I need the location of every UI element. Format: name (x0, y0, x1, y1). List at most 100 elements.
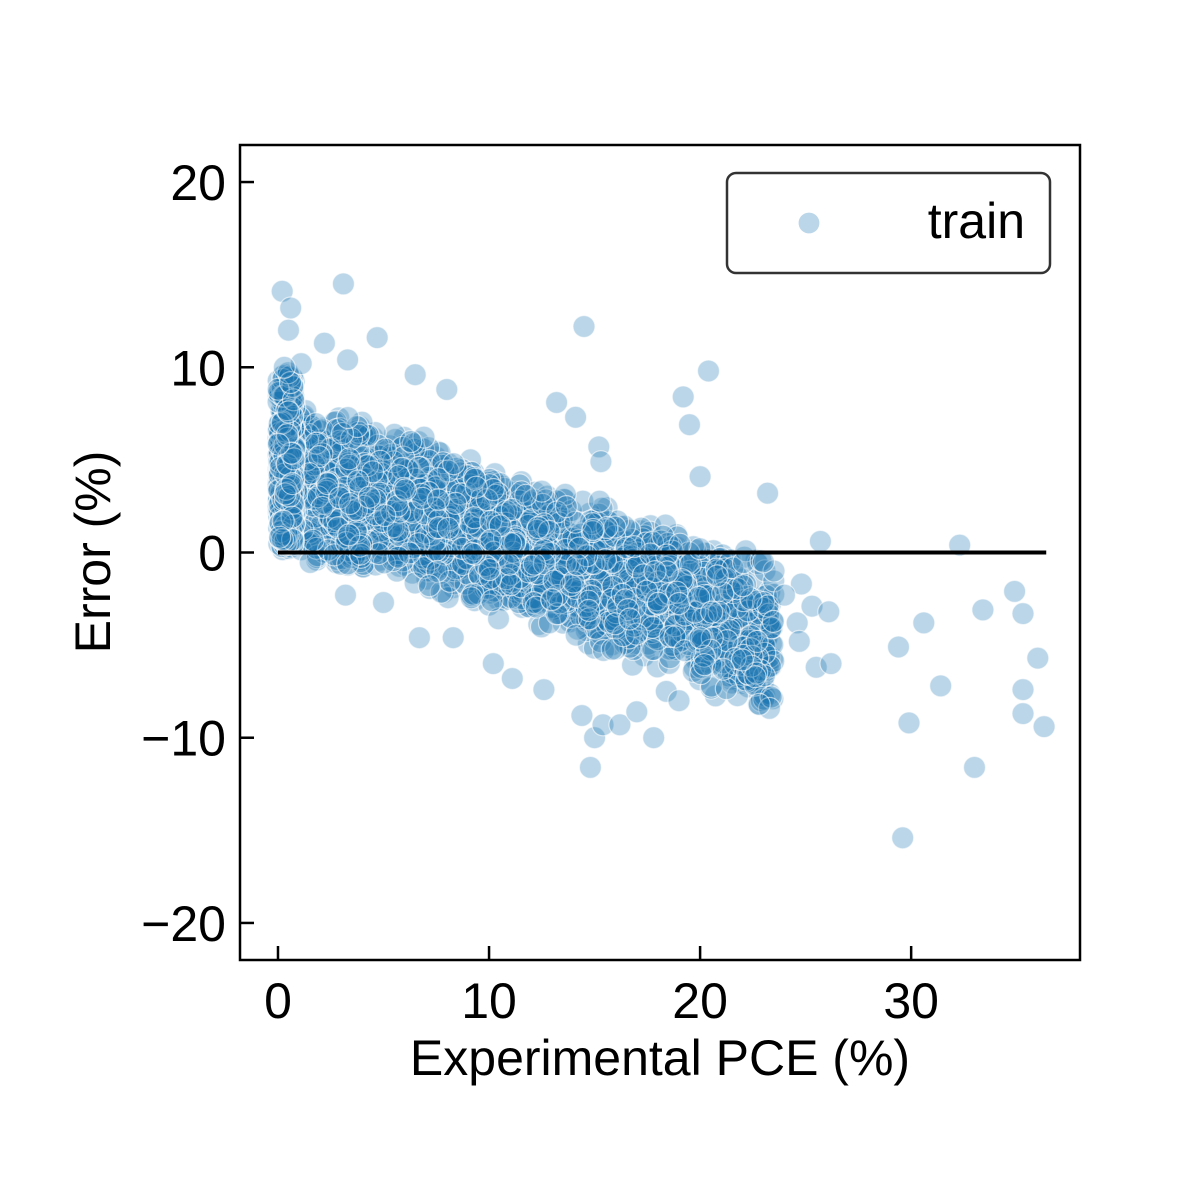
x-axis-label: Experimental PCE (%) (410, 1030, 910, 1086)
data-point (570, 703, 594, 728)
data-point (657, 651, 681, 676)
data-point (298, 550, 322, 575)
data-point (365, 326, 389, 350)
data-point (480, 589, 504, 613)
data-point (667, 591, 691, 616)
data-point (522, 552, 546, 576)
data-point (589, 450, 613, 474)
data-point (711, 657, 735, 681)
data-point (772, 583, 797, 607)
data-point (333, 583, 358, 607)
y-tick-label: −20 (141, 896, 226, 952)
data-point (426, 488, 450, 512)
data-point (312, 331, 336, 355)
data-point (266, 432, 290, 456)
data-point (581, 517, 605, 542)
data-point (714, 676, 738, 701)
data-point (526, 515, 550, 540)
data-point (643, 559, 667, 584)
data-point (886, 635, 911, 659)
data-point (386, 545, 410, 569)
data-point (618, 607, 642, 631)
y-tick-label: −10 (141, 711, 226, 767)
data-point (479, 528, 503, 552)
data-point (1032, 714, 1056, 739)
data-point (912, 611, 936, 635)
data-point (337, 523, 361, 547)
data-point (540, 587, 564, 612)
data-point (532, 677, 556, 702)
data-point (336, 405, 360, 430)
data-point (667, 689, 691, 713)
data-point (808, 529, 833, 554)
data-point (745, 629, 769, 654)
data-point (696, 359, 721, 383)
data-point (373, 503, 397, 528)
data-point (272, 355, 296, 379)
x-tick-label: 30 (883, 973, 939, 1029)
y-axis-label: Error (%) (65, 451, 121, 654)
y-tick-label: 10 (170, 340, 226, 396)
data-point (497, 552, 521, 576)
data-point (646, 591, 671, 615)
data-point (677, 413, 702, 437)
data-point (688, 465, 712, 489)
data-point (929, 674, 953, 698)
legend: train (725, 171, 1052, 275)
legend-label-train: train (928, 193, 1025, 249)
y-tick-label: 0 (198, 526, 226, 582)
data-point (500, 666, 524, 691)
data-point (1011, 701, 1035, 726)
data-point (436, 516, 460, 540)
data-point (1026, 646, 1050, 670)
data-point (301, 528, 325, 552)
data-point (304, 412, 328, 436)
data-point (403, 571, 427, 595)
data-point (331, 272, 355, 296)
data-point (276, 318, 301, 342)
data-point (554, 495, 578, 519)
x-tick-label: 10 (461, 973, 517, 1029)
data-point (642, 726, 666, 750)
data-point (587, 489, 612, 513)
data-point (578, 755, 603, 780)
data-point (514, 483, 538, 507)
legend-marker-train (797, 211, 821, 235)
data-point (891, 826, 915, 850)
data-point (280, 472, 304, 496)
data-point (357, 485, 381, 509)
data-point (563, 405, 588, 429)
data-point (962, 755, 987, 780)
data-point (477, 557, 501, 582)
data-point (1002, 579, 1027, 604)
data-point (671, 385, 695, 409)
data-point (459, 586, 483, 610)
data-point (688, 537, 712, 561)
data-point (435, 377, 459, 402)
data-point (407, 455, 431, 479)
data-point (971, 598, 995, 622)
data-point (897, 711, 921, 735)
data-point (407, 626, 431, 650)
x-tick-label: 0 (264, 973, 292, 1029)
data-point (464, 475, 488, 499)
data-point (817, 600, 841, 624)
data-point (572, 314, 596, 339)
data-point (279, 296, 303, 320)
data-point (338, 491, 362, 516)
data-point (731, 574, 755, 598)
y-tick-label: 20 (170, 155, 226, 211)
data-point (441, 626, 465, 650)
data-point (399, 429, 423, 454)
data-point (393, 478, 417, 502)
data-point (417, 574, 441, 598)
data-point (403, 363, 427, 387)
data-point (371, 590, 396, 615)
data-point (565, 553, 589, 577)
data-point (1011, 601, 1035, 626)
data-point (337, 447, 361, 471)
data-point (544, 390, 569, 415)
x-tick-label: 20 (672, 973, 728, 1029)
data-point (787, 629, 811, 654)
